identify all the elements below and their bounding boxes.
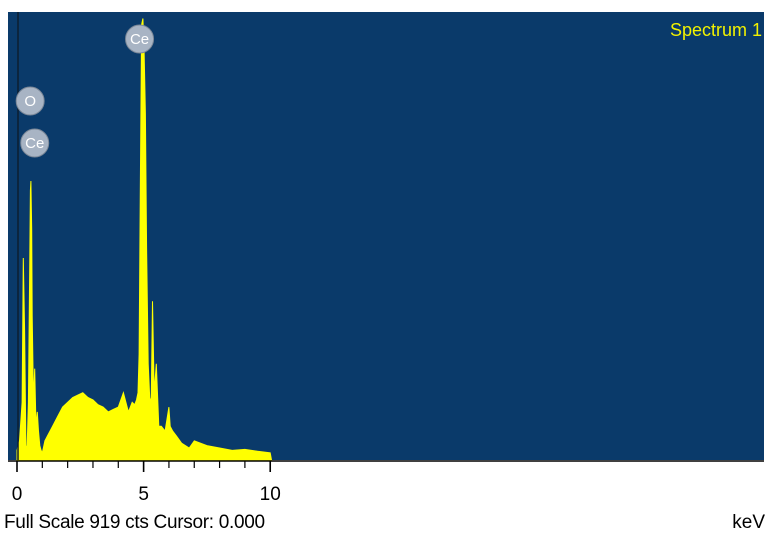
peak-label-text: Ce xyxy=(130,31,149,48)
unit-label: keV xyxy=(732,512,765,533)
peak-label-ce: Ce xyxy=(20,128,50,158)
plot-background xyxy=(8,12,764,460)
peak-label-text: O xyxy=(24,93,36,110)
x-tick-label: 10 xyxy=(260,484,281,505)
spectrum-trace xyxy=(16,18,273,461)
peak-badge xyxy=(125,24,155,54)
trace-layer xyxy=(16,12,273,461)
x-tick-label: 5 xyxy=(138,484,149,505)
spectrum-label: Spectrum 1 xyxy=(669,20,762,40)
peak-badge xyxy=(15,86,45,116)
status-text: Full Scale 919 cts Cursor: 0.000 xyxy=(4,512,265,533)
peak-badges: O Ce Ce xyxy=(15,24,155,158)
peak-badge xyxy=(20,128,50,158)
peak-label-ce: Ce xyxy=(125,24,155,54)
x-axis: 0 5 10 xyxy=(8,460,764,505)
x-tick-label: 0 xyxy=(12,484,23,505)
peak-label-text: Ce xyxy=(25,135,44,152)
peak-label-o: O xyxy=(15,86,45,116)
